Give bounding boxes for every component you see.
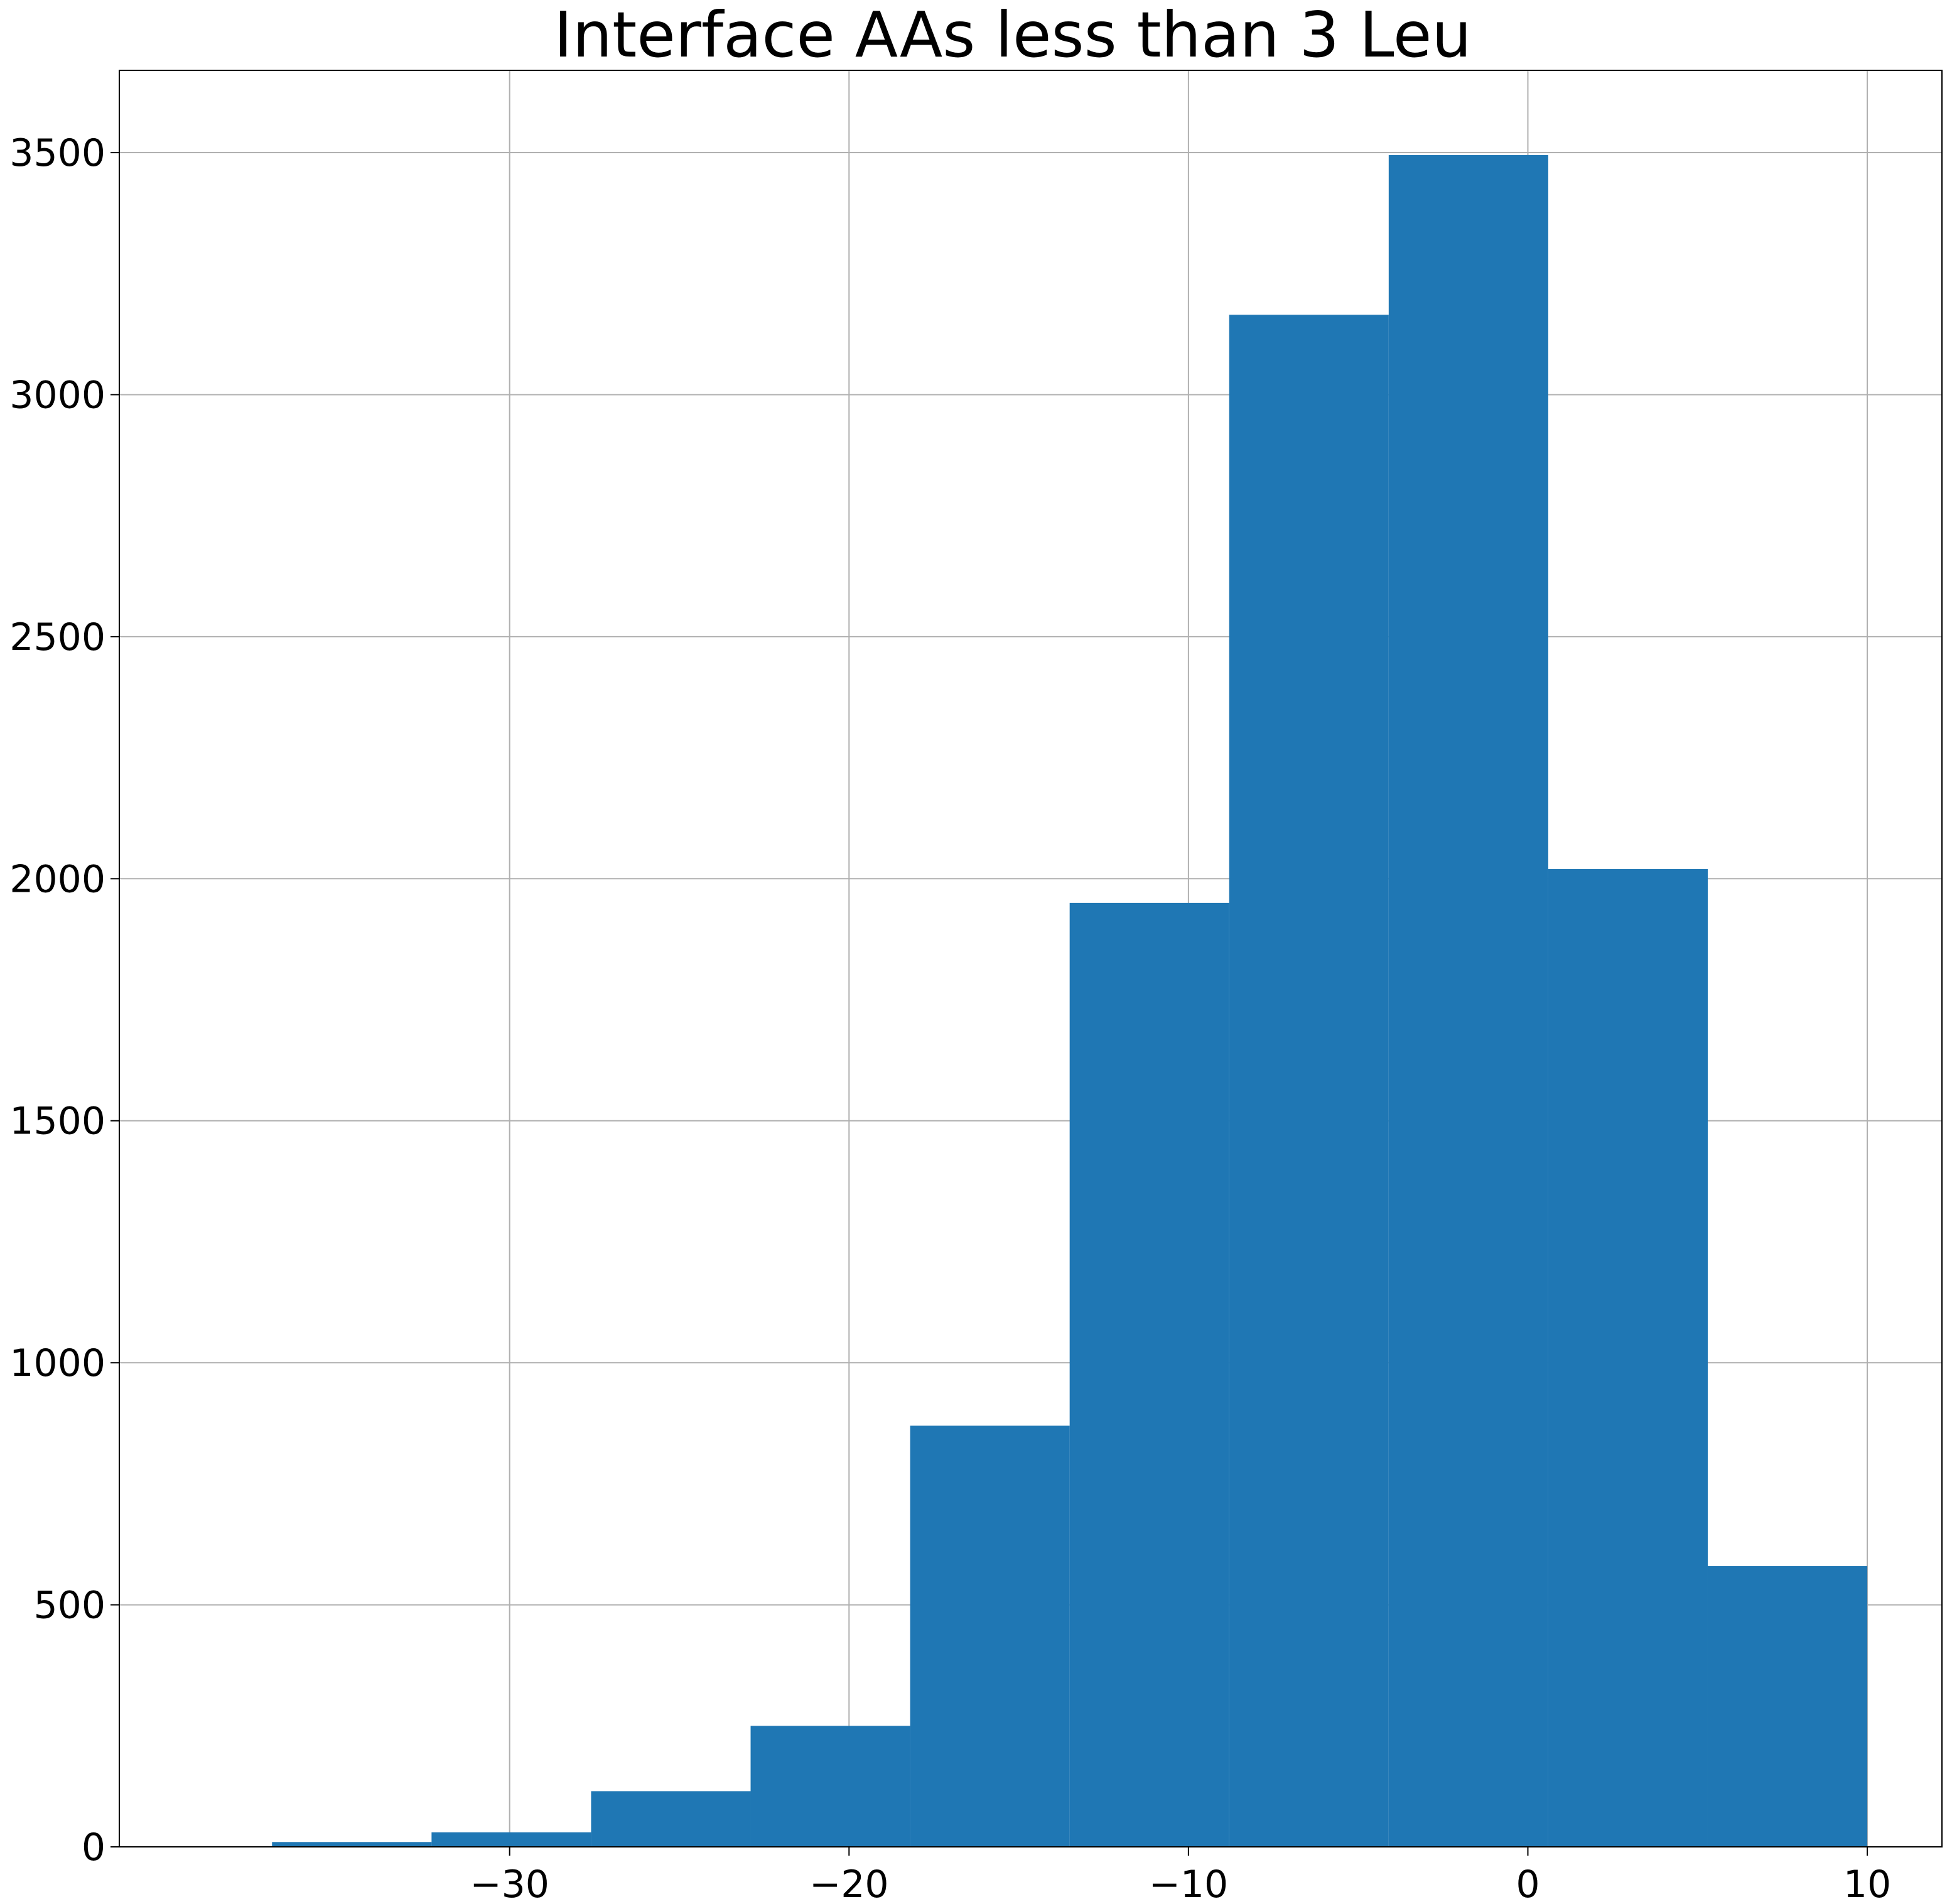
- y-tick-label: 3000: [9, 373, 105, 417]
- y-tick-label: 2000: [9, 857, 105, 901]
- y-tick-label: 0: [82, 1826, 105, 1869]
- x-tick-label: 10: [1843, 1863, 1891, 1904]
- histogram-bar: [591, 1791, 751, 1847]
- histogram-bar: [1069, 902, 1229, 1847]
- axes-frame: [119, 70, 1943, 1847]
- histogram-bar: [1548, 868, 1708, 1847]
- x-tick-label: 0: [1516, 1863, 1539, 1904]
- x-tick-label: −10: [1149, 1863, 1229, 1904]
- x-tick-label: −30: [470, 1863, 549, 1904]
- y-tick-label: 3500: [9, 131, 105, 175]
- plot-frame: [119, 70, 1943, 1847]
- y-axis-ticks: 0 500 1000 1500 2000 2500 3000 3500: [9, 131, 119, 1869]
- histogram-bar: [431, 1832, 591, 1847]
- histogram-bars: [272, 154, 1868, 1847]
- histogram-bar: [1388, 154, 1548, 1847]
- histogram-bar: [910, 1425, 1070, 1847]
- y-tick-label: 500: [33, 1584, 105, 1628]
- y-tick-label: 1000: [9, 1341, 105, 1385]
- histogram-bar: [750, 1726, 910, 1847]
- y-tick-label: 1500: [9, 1100, 105, 1144]
- chart-title: Interface AAs less than 3 Leu: [554, 0, 1472, 72]
- histogram-bar: [272, 1842, 432, 1847]
- x-axis-ticks: −30 −20 −10 0 10: [470, 1847, 1891, 1904]
- x-tick-label: −20: [809, 1863, 889, 1904]
- y-tick-label: 2500: [9, 615, 105, 659]
- histogram-bar: [1707, 1566, 1868, 1847]
- histogram-bar: [1229, 315, 1389, 1847]
